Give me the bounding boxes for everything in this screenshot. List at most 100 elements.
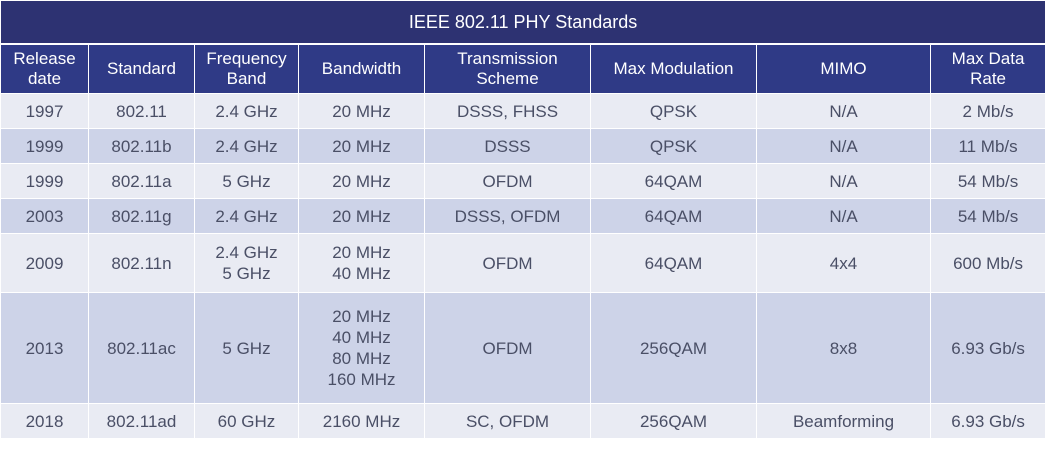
cell-line: 40 MHz — [332, 328, 391, 347]
header-text: date — [27, 69, 62, 88]
cell-standard: 802.11g — [88, 198, 195, 234]
cell-frequency-band: 2.4 GHz — [194, 198, 299, 234]
cell-transmission-scheme: DSSS, OFDM — [424, 198, 591, 234]
header-text: Band — [226, 69, 267, 88]
header-text: Max Modulation — [613, 59, 734, 78]
cell-max-modulation: 64QAM — [590, 198, 757, 234]
header-text: Max Data — [951, 49, 1025, 68]
header-bandwidth: Bandwidth — [298, 43, 425, 94]
cell-max-modulation: QPSK — [590, 93, 757, 129]
cell-mimo: 8x8 — [756, 292, 931, 404]
cell-line: 20 MHz — [332, 206, 391, 226]
header-mimo: MIMO — [756, 43, 931, 94]
cell-max-data-rate: 2 Mb/s — [929, 93, 1045, 129]
cell-line: 2160 MHz — [322, 411, 401, 431]
cell-standard: 802.11a — [88, 163, 195, 199]
cell-mimo: 4x4 — [756, 233, 931, 293]
cell-line: 5 GHz — [222, 338, 271, 358]
cell-max-data-rate: 11 Mb/s — [929, 128, 1045, 164]
header-text: Frequency — [206, 49, 287, 68]
header-text: Transmission — [457, 49, 558, 68]
ieee-table-container: IEEE 802.11 PHY Standards Release date Sta… — [0, 0, 1045, 439]
cell-mimo: N/A — [756, 93, 931, 129]
cell-max-modulation: QPSK — [590, 128, 757, 164]
header-max-modulation: Max Modulation — [590, 43, 757, 94]
ieee-802-11-table: IEEE 802.11 PHY Standards Release date Sta… — [0, 0, 1045, 439]
cell-standard: 802.11b — [88, 128, 195, 164]
cell-bandwidth: 20 MHz 40 MHz 80 MHz 160 MHz — [298, 292, 425, 404]
table-row: 2018 802.11ad 60 GHz 2160 MHz SC, OFDM 256QAM… — [0, 403, 1045, 439]
cell-line: 2.4 GHz — [215, 206, 278, 226]
cell-max-data-rate: 6.93 Gb/s — [929, 403, 1045, 439]
cell-frequency-band: 2.4 GHz 5 GHz — [194, 233, 299, 293]
cell-line: 20 MHz — [332, 136, 391, 156]
cell-line: 2.4 GHz — [215, 136, 278, 156]
cell-line: 60 GHz — [217, 411, 276, 431]
cell-line: 20 MHz — [332, 243, 391, 262]
cell-frequency-band: 2.4 GHz — [194, 128, 299, 164]
cell-max-data-rate: 600 Mb/s — [929, 233, 1045, 293]
table-row: 1997 802.11 2.4 GHz 20 MHz DSSS, FHSS QPSK N/A… — [0, 93, 1045, 129]
header-max-data-rate: Max Data Rate — [929, 43, 1045, 94]
header-text: MIMO — [820, 59, 867, 78]
cell-mimo: N/A — [756, 198, 931, 234]
cell-line: 20 MHz — [332, 101, 391, 121]
cell-bandwidth: 20 MHz — [298, 128, 425, 164]
cell-max-modulation: 64QAM — [590, 233, 757, 293]
cell-bandwidth: 20 MHz 40 MHz — [298, 233, 425, 293]
cell-standard: 802.11ad — [88, 403, 195, 439]
cell-release-date: 1997 — [0, 93, 89, 129]
table-row: 2009 802.11n 2.4 GHz 5 GHz 20 MHz 40 MHz OFDM 6… — [0, 233, 1045, 293]
cell-line: 2.4 GHz — [215, 243, 278, 262]
cell-line: 160 MHz — [327, 370, 396, 389]
cell-line: 20 MHz — [332, 171, 391, 191]
cell-mimo: Beamforming — [756, 403, 931, 439]
cell-release-date: 2003 — [0, 198, 89, 234]
cell-transmission-scheme: OFDM — [424, 292, 591, 404]
cell-transmission-scheme: DSSS, FHSS — [424, 93, 591, 129]
table-title: IEEE 802.11 PHY Standards — [0, 0, 1045, 45]
table-row: 2013 802.11ac 5 GHz 20 MHz 40 MHz 80 MHz 160 M… — [0, 292, 1045, 404]
header-frequency-band: Frequency Band — [194, 43, 299, 94]
cell-line: 5 GHz — [222, 171, 271, 191]
cell-bandwidth: 2160 MHz — [298, 403, 425, 439]
cell-standard: 802.11 — [88, 93, 195, 129]
header-text: Scheme — [476, 69, 539, 88]
cell-standard: 802.11n — [88, 233, 195, 293]
cell-bandwidth: 20 MHz — [298, 198, 425, 234]
cell-frequency-band: 5 GHz — [194, 163, 299, 199]
table-row: 1999 802.11a 5 GHz 20 MHz OFDM 64QAM N/A 54 Mb/… — [0, 163, 1045, 199]
header-text: Standard — [107, 59, 176, 78]
cell-release-date: 2009 — [0, 233, 89, 293]
cell-mimo: N/A — [756, 163, 931, 199]
table-row: 1999 802.11b 2.4 GHz 20 MHz DSSS QPSK N/A 11 Mb… — [0, 128, 1045, 164]
cell-max-data-rate: 6.93 Gb/s — [929, 292, 1045, 404]
cell-transmission-scheme: SC, OFDM — [424, 403, 591, 439]
cell-transmission-scheme: OFDM — [424, 233, 591, 293]
cell-frequency-band: 2.4 GHz — [194, 93, 299, 129]
cell-line: 40 MHz — [332, 264, 391, 283]
cell-max-modulation: 64QAM — [590, 163, 757, 199]
cell-release-date: 1999 — [0, 128, 89, 164]
header-release-date: Release date — [0, 43, 89, 94]
cell-max-modulation: 256QAM — [590, 292, 757, 404]
header-text: Bandwidth — [321, 59, 402, 78]
cell-release-date: 2018 — [0, 403, 89, 439]
cell-release-date: 2013 — [0, 292, 89, 404]
table-body: 1997 802.11 2.4 GHz 20 MHz DSSS, FHSS QPSK N/A… — [0, 93, 1045, 439]
cell-mimo: N/A — [756, 128, 931, 164]
table-row: 2003 802.11g 2.4 GHz 20 MHz DSSS, OFDM 64QAM N… — [0, 198, 1045, 234]
cell-frequency-band: 5 GHz — [194, 292, 299, 404]
header-transmission-scheme: Transmission Scheme — [424, 43, 591, 94]
header-row: Release date Standard Frequency Band Bandwidt… — [0, 43, 1045, 94]
cell-bandwidth: 20 MHz — [298, 93, 425, 129]
cell-transmission-scheme: OFDM — [424, 163, 591, 199]
header-standard: Standard — [88, 43, 195, 94]
cell-line: 20 MHz — [332, 307, 391, 326]
cell-max-data-rate: 54 Mb/s — [929, 163, 1045, 199]
cell-line: 2.4 GHz — [215, 101, 278, 121]
cell-max-modulation: 256QAM — [590, 403, 757, 439]
cell-standard: 802.11ac — [88, 292, 195, 404]
cell-max-data-rate: 54 Mb/s — [929, 198, 1045, 234]
cell-line: 80 MHz — [332, 349, 391, 368]
